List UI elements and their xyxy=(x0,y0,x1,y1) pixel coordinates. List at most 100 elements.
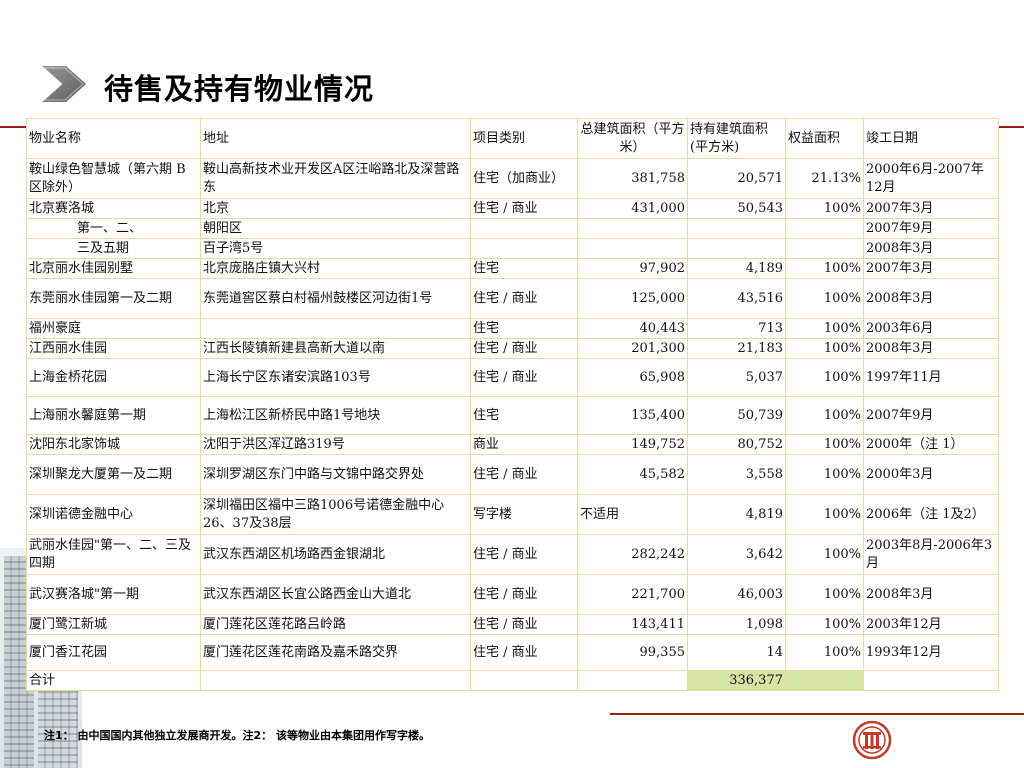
table-row: 武丽水佳园"第一、二、三及四期 武汉东西湖区机场路西金银湖北 住宅 / 商业 2… xyxy=(26,534,999,575)
property-held-area: 3,642 xyxy=(687,534,786,575)
footnote: 注1： 由中国国内其他独立发展商开发。注2： 该等物业由本集团用作写字楼。 xyxy=(44,729,430,742)
property-gfa: 431,000 xyxy=(577,198,688,219)
property-held-area xyxy=(687,238,786,259)
property-equity: 100% xyxy=(785,434,864,455)
property-type: 住宅 xyxy=(470,318,578,339)
property-equity: 100% xyxy=(785,358,864,397)
property-equity: 100% xyxy=(785,338,864,359)
property-address: 东莞道窖区蔡白村福州鼓楼区河边街1号 xyxy=(200,278,471,319)
property-held-area: 20,571 xyxy=(687,158,786,199)
property-address: 上海长宁区东诸安滨路103号 xyxy=(200,358,471,397)
property-held-area xyxy=(687,218,786,239)
property-gfa xyxy=(577,238,688,259)
empty-cell xyxy=(863,670,999,691)
property-table: 物业名称 地址 项目类别 总建筑面积（平方米） 持有建筑面积(平方米) 权益面积… xyxy=(26,118,999,691)
property-equity: 21.13% xyxy=(785,158,864,199)
property-equity: 100% xyxy=(785,198,864,219)
property-address: 厦门莲花区莲花南路及嘉禾路交界 xyxy=(200,634,471,671)
property-gfa: 45,582 xyxy=(577,454,688,495)
property-address xyxy=(200,318,471,339)
property-completion-date: 2003年6月 xyxy=(863,318,999,339)
total-row: 合计 336,377 xyxy=(26,670,999,691)
property-held-area: 43,516 xyxy=(687,278,786,319)
property-gfa: 221,700 xyxy=(577,574,688,615)
property-completion-date: 2000年（注 1） xyxy=(863,434,999,455)
property-address: 武汉东西湖区长宜公路西金山大道北 xyxy=(200,574,471,615)
property-held-area: 5,037 xyxy=(687,358,786,397)
property-name: 厦门香江花园 xyxy=(26,634,201,671)
header-cell: 物业名称 xyxy=(26,118,201,159)
property-gfa: 282,242 xyxy=(577,534,688,575)
table-row: 武汉赛洛城"第一期 武汉东西湖区长宜公路西金山大道北 住宅 / 商业 221,7… xyxy=(26,574,999,615)
table-row: 三及五期 百子湾5号 2008年3月 xyxy=(26,238,999,259)
property-completion-date: 2000年3月 xyxy=(863,454,999,495)
property-name: 沈阳东北家饰城 xyxy=(26,434,201,455)
property-name: 第一、二、 xyxy=(26,218,201,239)
property-equity xyxy=(785,238,864,259)
property-equity: 100% xyxy=(785,278,864,319)
property-completion-date: 2008年3月 xyxy=(863,238,999,259)
property-equity: 100% xyxy=(785,396,864,435)
property-gfa: 135,400 xyxy=(577,396,688,435)
property-equity: 100% xyxy=(785,258,864,279)
property-address: 武汉东西湖区机场路西金银湖北 xyxy=(200,534,471,575)
property-completion-date: 2007年9月 xyxy=(863,218,999,239)
table-row: 北京丽水佳园别墅 北京庞胳庄镇大兴村 住宅 97,902 4,189 100% … xyxy=(26,258,999,279)
footer-divider xyxy=(610,713,1024,715)
property-gfa xyxy=(577,218,688,239)
property-address: 鞍山高新技术业开发区A区汪峪路北及深营路东 xyxy=(200,158,471,199)
property-held-area: 4,819 xyxy=(687,494,786,535)
property-held-area: 713 xyxy=(687,318,786,339)
property-type: 住宅 / 商业 xyxy=(470,278,578,319)
table-row: 福州豪庭 住宅 40,443 713 100% 2003年6月 xyxy=(26,318,999,339)
property-gfa: 不适用 xyxy=(577,494,688,535)
property-type: 住宅 / 商业 xyxy=(470,454,578,495)
property-held-area: 21,183 xyxy=(687,338,786,359)
property-address: 深圳罗湖区东门中路与文锦中路交界处 xyxy=(200,454,471,495)
property-type xyxy=(470,238,578,259)
property-address: 沈阳于洪区浑辽路319号 xyxy=(200,434,471,455)
property-held-area: 3,558 xyxy=(687,454,786,495)
header-cell: 总建筑面积（平方米） xyxy=(577,118,688,159)
property-type: 住宅 xyxy=(470,396,578,435)
property-name: 武丽水佳园"第一、二、三及四期 xyxy=(26,534,201,575)
table-row: 厦门香江花园 厦门莲花区莲花南路及嘉禾路交界 住宅 / 商业 99,355 14… xyxy=(26,634,999,671)
table-row: 深圳诺德金融中心 深圳福田区福中三路1006号诺德金融中心26、37及38层 写… xyxy=(26,494,999,535)
property-held-area: 1,098 xyxy=(687,614,786,635)
property-type: 住宅（加商业） xyxy=(470,158,578,199)
property-gfa: 125,000 xyxy=(577,278,688,319)
property-address: 朝阳区 xyxy=(200,218,471,239)
property-name: 东莞丽水佳园第一及二期 xyxy=(26,278,201,319)
property-completion-date: 2007年3月 xyxy=(863,258,999,279)
property-name: 武汉赛洛城"第一期 xyxy=(26,574,201,615)
property-type: 住宅 xyxy=(470,258,578,279)
page-title: 待售及持有物业情况 xyxy=(104,72,375,106)
table-row: 鞍山绿色智慧城（第六期 B区除外） 鞍山高新技术业开发区A区汪峪路北及深营路东 … xyxy=(26,158,999,199)
table-row: 第一、二、 朝阳区 2007年9月 xyxy=(26,218,999,239)
header-cell: 权益面积 xyxy=(785,118,864,159)
table-row: 江西丽水佳园 江西长陵镇新建县高新大道以南 住宅 / 商业 201,300 21… xyxy=(26,338,999,359)
property-held-area: 46,003 xyxy=(687,574,786,615)
empty-cell xyxy=(785,670,864,691)
table-row: 北京赛洛城 北京 住宅 / 商业 431,000 50,543 100% 200… xyxy=(26,198,999,219)
property-held-area: 50,543 xyxy=(687,198,786,219)
property-completion-date: 2000年6月-2007年12月 xyxy=(863,158,999,199)
total-label: 合计 xyxy=(26,670,201,691)
property-held-area: 80,752 xyxy=(687,434,786,455)
property-name: 深圳聚龙大厦第一及二期 xyxy=(26,454,201,495)
table-row: 东莞丽水佳园第一及二期 东莞道窖区蔡白村福州鼓楼区河边街1号 住宅 / 商业 1… xyxy=(26,278,999,319)
property-name: 上海丽水馨庭第一期 xyxy=(26,396,201,435)
property-name: 江西丽水佳园 xyxy=(26,338,201,359)
table-row: 上海金桥花园 上海长宁区东诸安滨路103号 住宅 / 商业 65,908 5,0… xyxy=(26,358,999,397)
property-held-area: 50,739 xyxy=(687,396,786,435)
property-address: 厦门莲花区莲花路吕岭路 xyxy=(200,614,471,635)
property-gfa: 149,752 xyxy=(577,434,688,455)
property-equity: 100% xyxy=(785,494,864,535)
property-gfa: 97,902 xyxy=(577,258,688,279)
property-type: 商业 xyxy=(470,434,578,455)
property-equity xyxy=(785,218,864,239)
property-completion-date: 2003年8月-2006年3月 xyxy=(863,534,999,575)
property-type: 住宅 / 商业 xyxy=(470,534,578,575)
property-equity: 100% xyxy=(785,614,864,635)
property-equity: 100% xyxy=(785,574,864,615)
